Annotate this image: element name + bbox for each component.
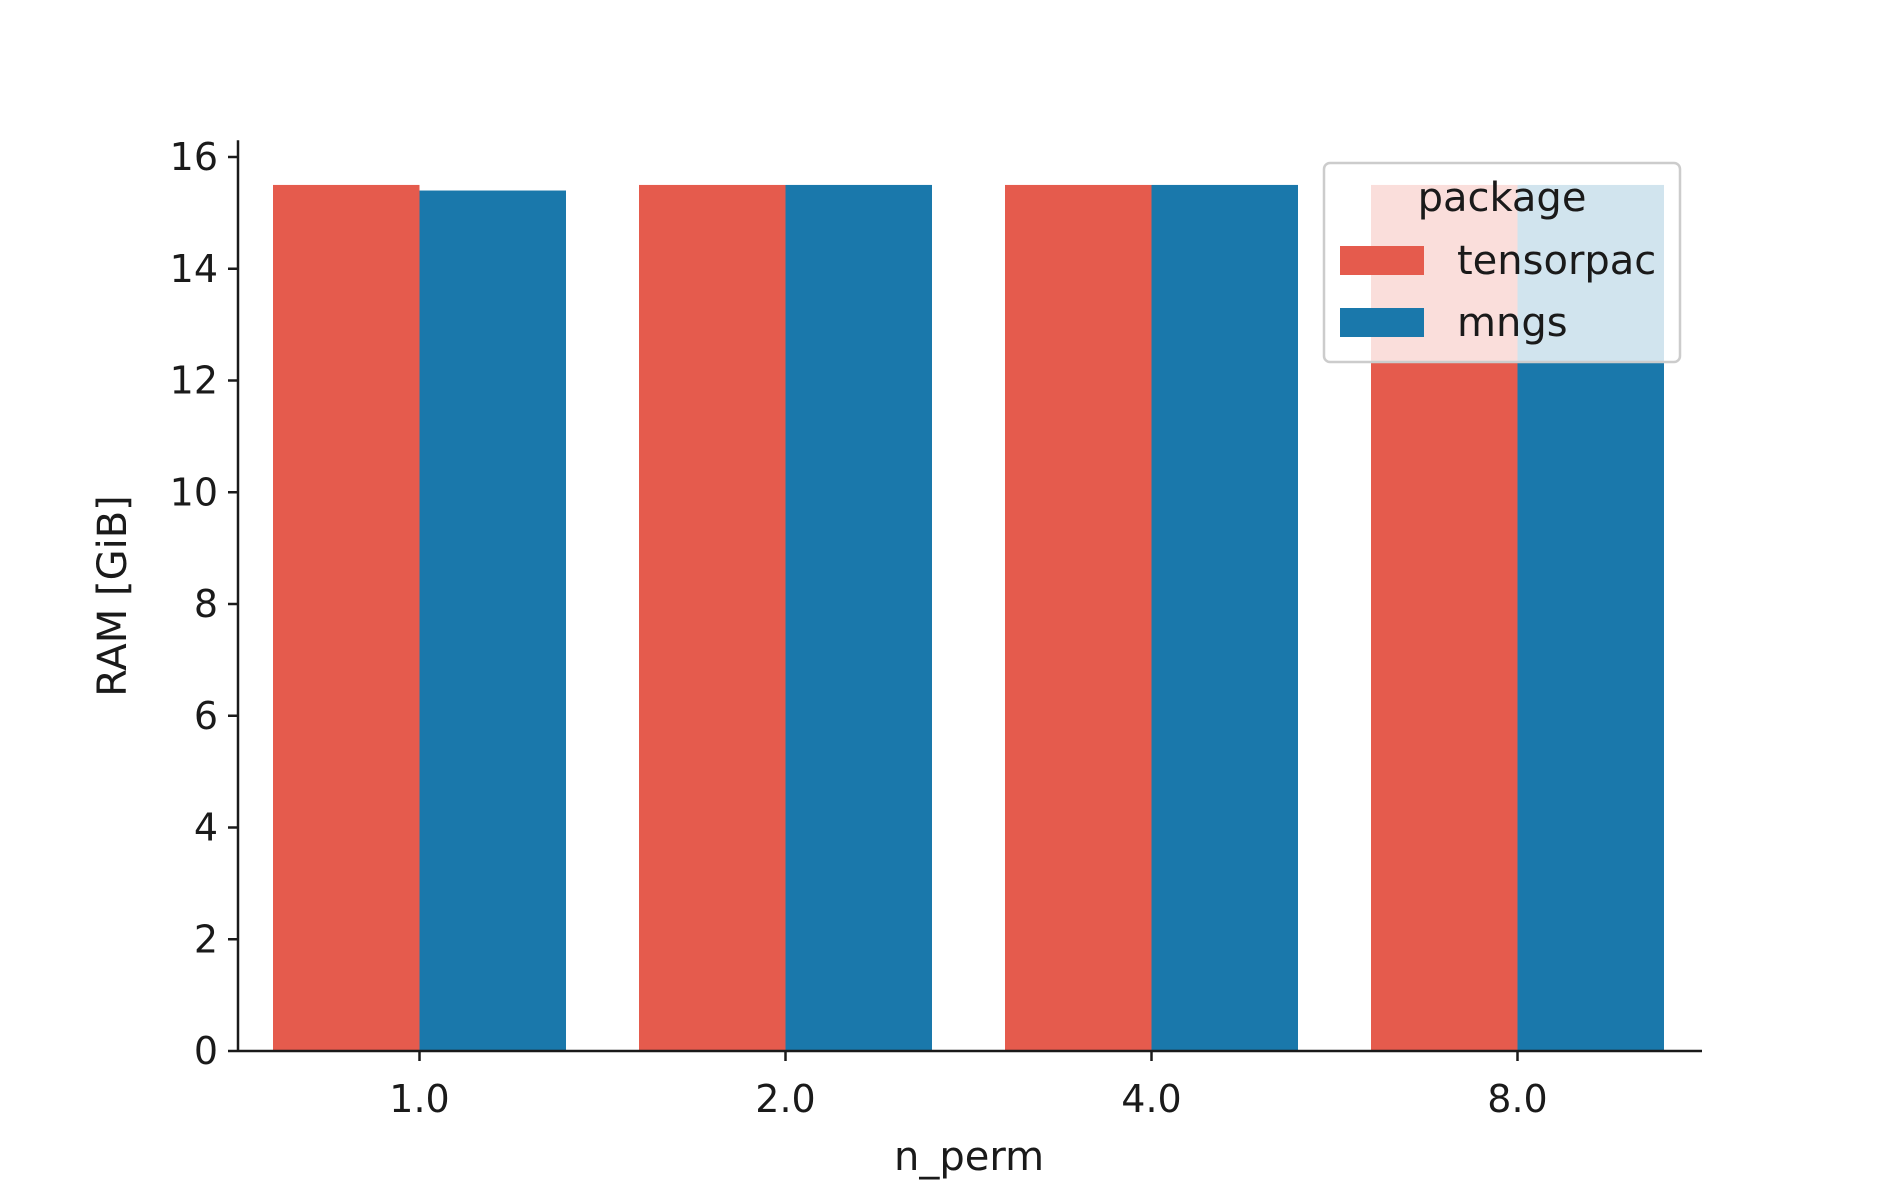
y-tick-label: 8 — [194, 582, 218, 626]
x-axis-title: n_perm — [894, 1134, 1044, 1180]
legend-label-mngs: mngs — [1457, 300, 1568, 346]
bar-tensorpac-4.0 — [1005, 184, 1152, 1051]
legend: package tensorpac mngs — [1322, 161, 1682, 364]
legend-swatch-mngs — [1340, 308, 1424, 337]
y-tick-label: 0 — [194, 1029, 218, 1073]
y-tick-label: 16 — [170, 135, 218, 179]
x-tick-label: 8.0 — [1487, 1077, 1547, 1121]
y-tick-label: 10 — [170, 470, 218, 514]
y-tick-label: 4 — [194, 806, 218, 850]
bar-mngs-2.0 — [785, 184, 932, 1051]
y-tick-label: 6 — [194, 694, 218, 738]
legend-swatch-tensorpac — [1340, 246, 1424, 275]
x-tick-label: 4.0 — [1121, 1077, 1181, 1121]
y-tick-label: 2 — [194, 917, 218, 961]
bars-group — [273, 184, 1664, 1051]
bar-mngs-4.0 — [1151, 184, 1298, 1051]
y-tick-label: 14 — [170, 247, 218, 291]
y-tick-label: 12 — [170, 359, 218, 403]
x-tick-label: 1.0 — [389, 1077, 449, 1121]
bar-tensorpac-1.0 — [273, 184, 420, 1051]
y-axis-title: RAM [GiB] — [90, 495, 136, 697]
x-tick-label: 2.0 — [755, 1077, 815, 1121]
bar-mngs-1.0 — [419, 190, 566, 1051]
axes-group: 0 2 4 6 8 10 12 14 16 1.0 2.0 4.0 8.0 — [170, 135, 1702, 1121]
legend-title: package — [1418, 175, 1587, 221]
bar-tensorpac-2.0 — [639, 184, 786, 1051]
legend-label-tensorpac: tensorpac — [1457, 238, 1656, 284]
